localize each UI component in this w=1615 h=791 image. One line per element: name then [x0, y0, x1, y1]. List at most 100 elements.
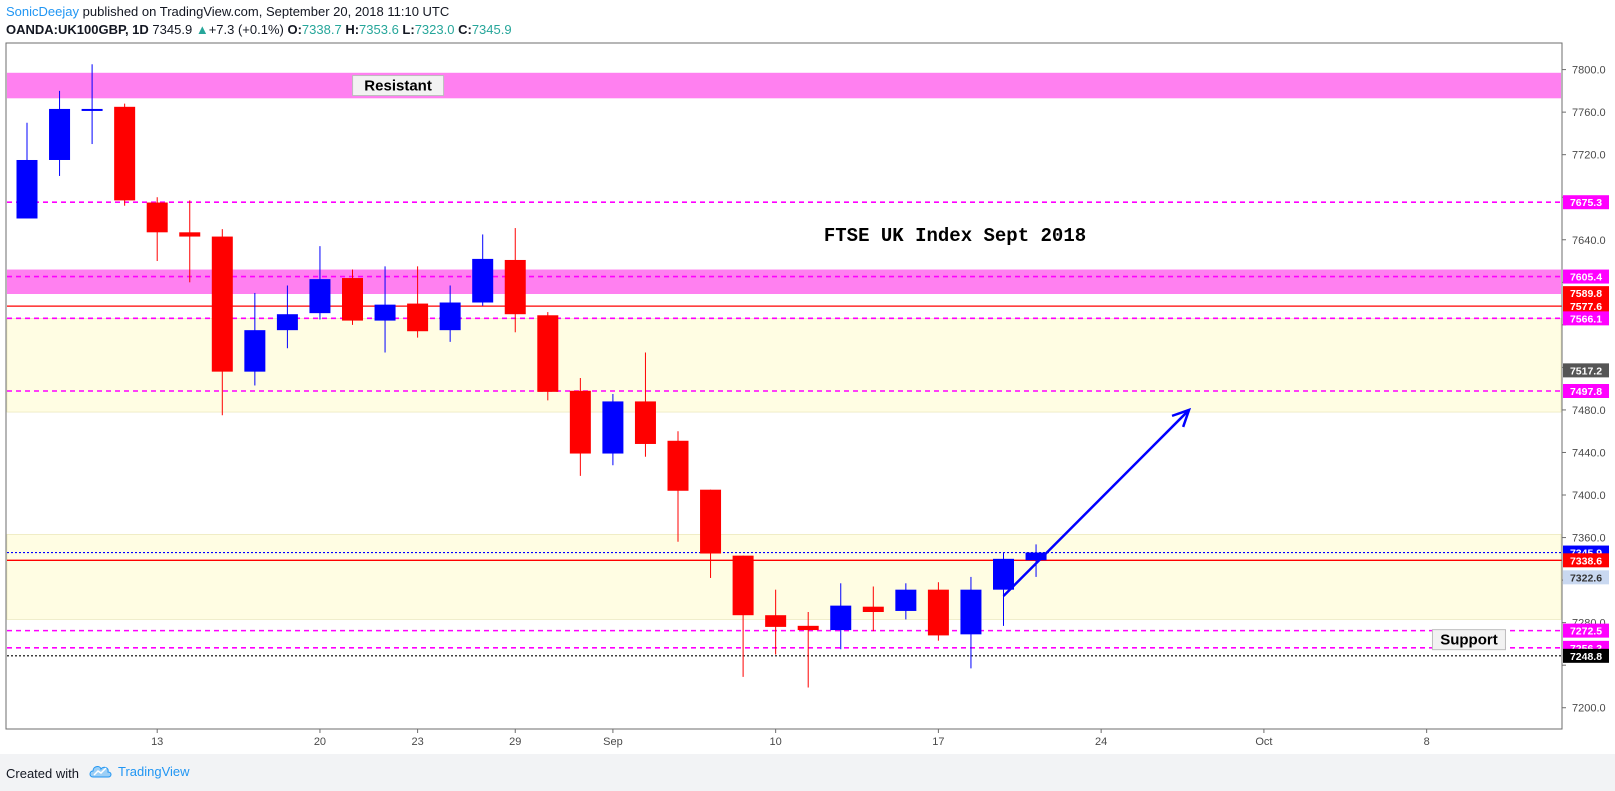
candles-layer — [16, 64, 1047, 688]
price-badge — [1563, 553, 1609, 568]
candle-body — [602, 401, 624, 454]
candle-body — [114, 106, 136, 201]
tradingview-brand-label: TradingView — [118, 763, 190, 779]
time-tick-label: 17 — [932, 736, 944, 748]
candlestick-chart[interactable]: Resistant Support 7200.07280.07360.07400.… — [0, 0, 1615, 754]
time-tick-label: 8 — [1424, 736, 1430, 748]
low-label: L: — [402, 22, 415, 37]
footer: Created with TradingView — [0, 754, 1615, 791]
candle-body — [374, 304, 396, 321]
price-badge — [1563, 363, 1609, 378]
price-badge-label: 7605.4 — [1570, 272, 1602, 284]
projection-arrow — [1002, 409, 1190, 597]
candle-body — [472, 258, 494, 303]
price-tick-label: 7360.0 — [1572, 533, 1606, 545]
resistance-zone — [7, 72, 1561, 99]
candle-body — [81, 108, 103, 111]
symbol-label: OANDA:UK100GBP, 1D — [6, 22, 149, 37]
candle-body — [407, 303, 429, 332]
candle-body — [146, 202, 168, 233]
price-badge-label: 7675.3 — [1570, 197, 1602, 209]
price-tick-label: 7720.0 — [1572, 150, 1606, 162]
close-value: 7345.9 — [471, 22, 512, 37]
lower-yellow-zone — [6, 534, 1562, 620]
annotation-box — [352, 75, 445, 97]
time-axis[interactable]: 13 20 23 29 Sep 10 17 24 Oct 8 — [151, 729, 1430, 748]
price-tick-label: 7800.0 — [1572, 65, 1606, 77]
annotation-label: Support — [1440, 632, 1498, 649]
price-badge — [1563, 195, 1609, 210]
tradingview-brand[interactable]: TradingView — [88, 763, 190, 779]
candle-body — [244, 330, 266, 372]
high-label: H: — [345, 22, 360, 37]
close-label: C: — [458, 22, 472, 37]
price-badge — [1563, 311, 1609, 326]
time-tick-label: 24 — [1095, 736, 1107, 748]
candle-body — [569, 390, 591, 454]
price-axis[interactable]: 7200.07280.07360.07400.07440.07480.07640… — [1562, 65, 1609, 715]
time-tick-label: 23 — [411, 736, 423, 748]
price-badge — [1563, 570, 1609, 585]
candle-body — [342, 278, 363, 321]
price-tick-label: 7200.0 — [1572, 703, 1606, 715]
price-badge — [1563, 286, 1609, 301]
arrow-head-icon — [1171, 407, 1192, 428]
price-badge-label: 7517.2 — [1570, 365, 1602, 377]
candle-body — [797, 625, 819, 631]
price-tick-label: 7440.0 — [1572, 447, 1606, 459]
candle-body — [276, 314, 298, 331]
price-badge — [1563, 623, 1609, 638]
tradingview-cloud-icon — [89, 766, 112, 778]
author-link[interactable]: SonicDeejay — [6, 4, 79, 19]
candle-body — [862, 606, 884, 613]
candle-body — [439, 302, 461, 331]
price-badge — [1563, 269, 1609, 284]
candle-body — [179, 232, 201, 237]
price-badge-label: 7338.6 — [1570, 555, 1602, 567]
published-text: published on TradingView.com, September … — [82, 4, 450, 19]
price-badge-label: 7272.5 — [1570, 626, 1602, 638]
candle-body — [537, 315, 559, 392]
time-tick-label: 20 — [314, 736, 326, 748]
price-badge-label: 7322.6 — [1570, 572, 1602, 584]
price-badge-label: 7497.8 — [1570, 386, 1602, 398]
price-tick-label: 7760.0 — [1572, 107, 1606, 119]
candle-body — [765, 615, 787, 627]
price-badge-label: 7577.6 — [1570, 301, 1602, 313]
time-tick-label: Sep — [603, 736, 623, 748]
levels-layer — [7, 201, 1562, 657]
price-badge-label: 7589.8 — [1570, 288, 1602, 300]
candle-body — [895, 589, 917, 611]
chart-header: SonicDeejay published on TradingView.com… — [6, 3, 512, 39]
annotation-box — [1431, 629, 1506, 651]
candle-body — [993, 558, 1014, 590]
price-badge-label: 7566.1 — [1570, 313, 1602, 325]
price-tick-label: 7640.0 — [1572, 235, 1606, 247]
candle-body — [732, 555, 754, 616]
time-tick-label: 10 — [770, 736, 782, 748]
candle-body — [504, 259, 526, 315]
candle-body — [1025, 552, 1047, 561]
upper-magenta-zone — [7, 269, 1561, 295]
upper-yellow-zone — [6, 318, 1562, 413]
candle-body — [700, 489, 722, 554]
candle-body — [960, 589, 982, 635]
annotation-label: Resistant — [364, 78, 432, 95]
candle-body — [309, 279, 331, 314]
time-tick-label: 13 — [151, 736, 163, 748]
ohlc-line: OANDA:UK100GBP, 1D 7345.9 ▲+7.3 (+0.1%) … — [6, 21, 512, 39]
time-tick-label: 29 — [509, 736, 521, 748]
candle-body — [667, 440, 689, 491]
price-badge — [1563, 299, 1609, 314]
publish-line: SonicDeejay published on TradingView.com… — [6, 3, 512, 21]
up-arrow-icon: ▲ — [195, 22, 209, 37]
created-with-label: Created with — [6, 766, 79, 781]
chart-title: FTSE UK Index Sept 2018 — [824, 225, 1086, 247]
open-value: 7338.7 — [301, 22, 342, 37]
price-badge — [1563, 383, 1609, 398]
open-label: O: — [287, 22, 302, 37]
annotations-layer: Resistant Support — [352, 75, 1506, 651]
price-badge — [1563, 648, 1609, 663]
high-value: 7353.6 — [359, 22, 399, 37]
candle-body — [16, 159, 38, 219]
